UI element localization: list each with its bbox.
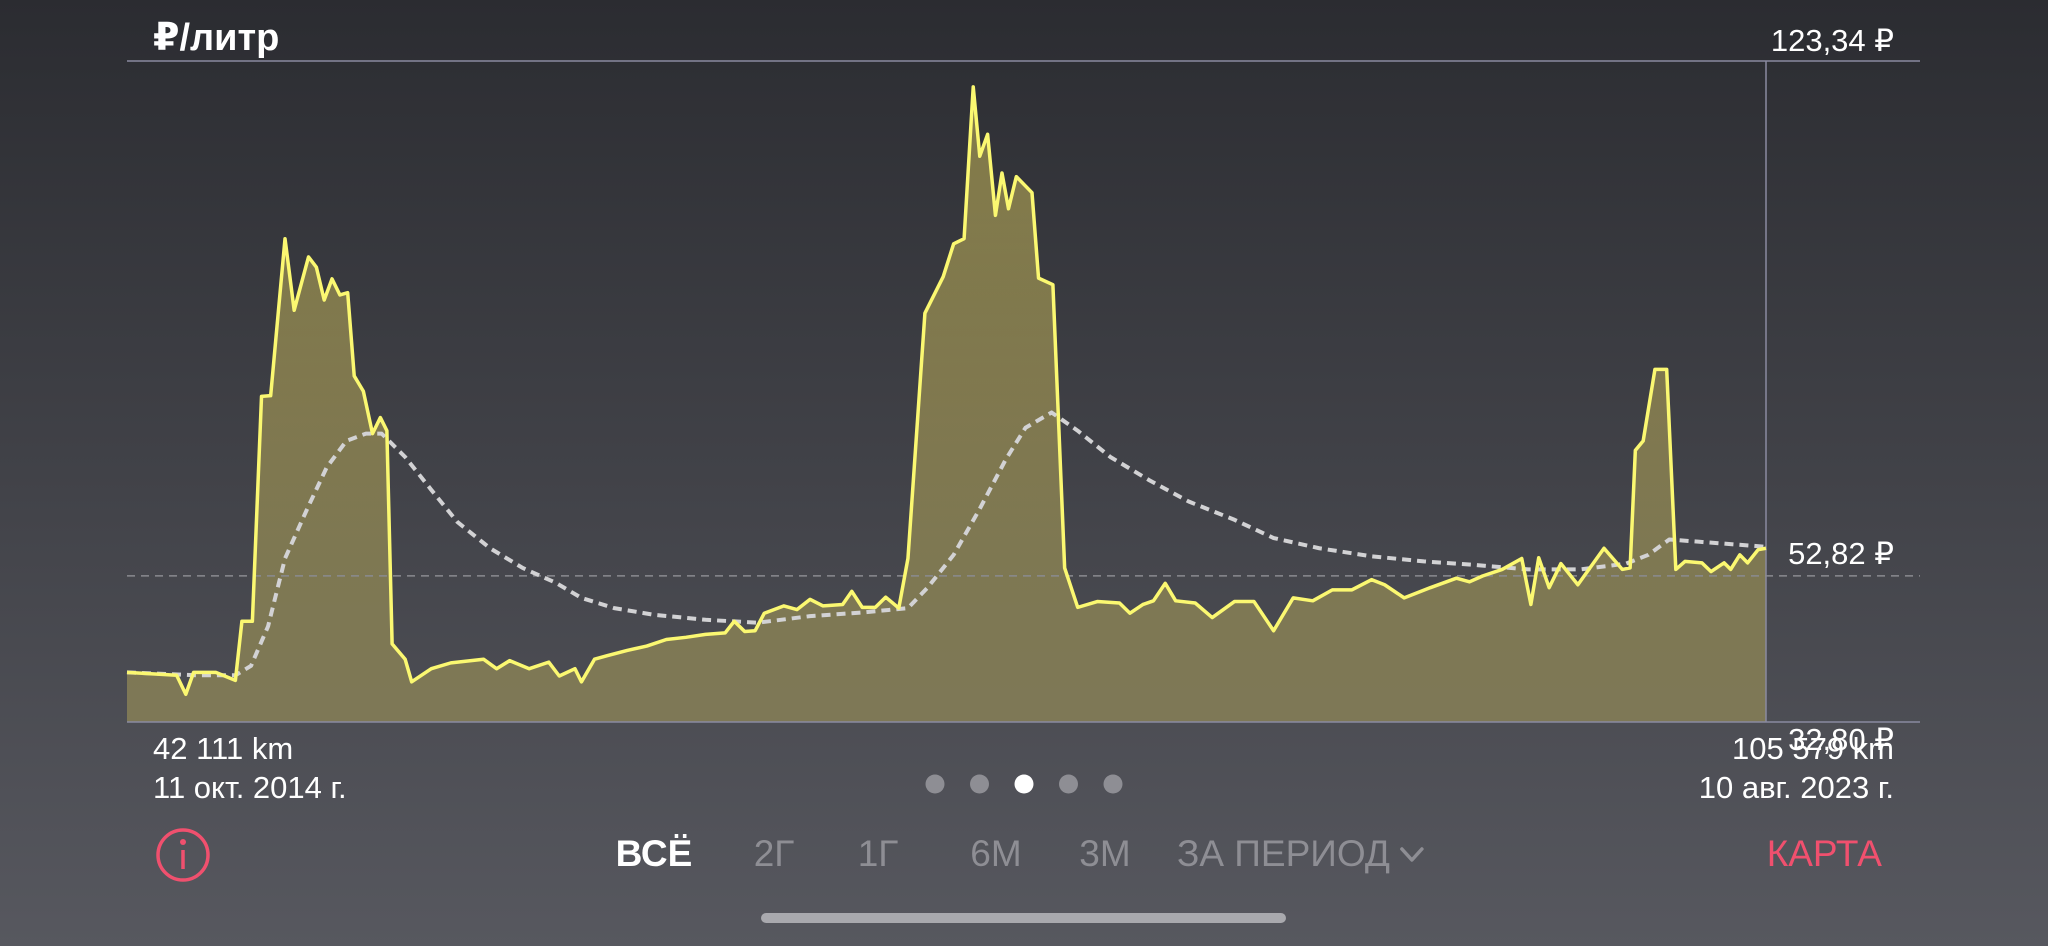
info-button[interactable] (156, 828, 210, 882)
y-tick-label: 123,34 ₽ (1771, 23, 1894, 58)
period-tab[interactable]: 3М (1079, 833, 1130, 874)
period-tab[interactable]: ЗА ПЕРИОД (1177, 833, 1390, 874)
period-tab[interactable]: ВСЁ (616, 833, 693, 874)
page-dot[interactable] (1059, 774, 1078, 794)
map-button[interactable]: КАРТА (1767, 833, 1883, 874)
x-date-label: 10 авг. 2023 г. (1699, 770, 1894, 805)
area-fill (127, 86, 1766, 723)
page-dot[interactable] (1014, 774, 1034, 794)
page-dot[interactable] (925, 774, 945, 794)
chart-title: ₽/литр (153, 17, 279, 59)
period-tab[interactable]: 1Г (858, 833, 899, 874)
period-tab[interactable]: 6М (970, 833, 1021, 874)
home-indicator (761, 913, 1286, 923)
info-icon-dot (180, 839, 186, 845)
y-tick-label: 32,80 ₽ (1788, 722, 1894, 757)
price-line (126, 85, 1767, 697)
period-tab[interactable]: 2Г (754, 833, 795, 874)
average-line (126, 410, 1767, 678)
reference-label: 52,82 ₽ (1788, 536, 1894, 571)
info-icon[interactable] (156, 828, 210, 882)
page-dot[interactable] (1103, 774, 1123, 794)
x-tick-label: 42 111 km (153, 731, 293, 766)
x-tick-label: 105 579 km (1732, 731, 1894, 766)
page-dot[interactable] (970, 774, 989, 794)
dropdown-chevron (1400, 847, 1424, 862)
x-date-label: 11 окт. 2014 г. (153, 770, 347, 805)
